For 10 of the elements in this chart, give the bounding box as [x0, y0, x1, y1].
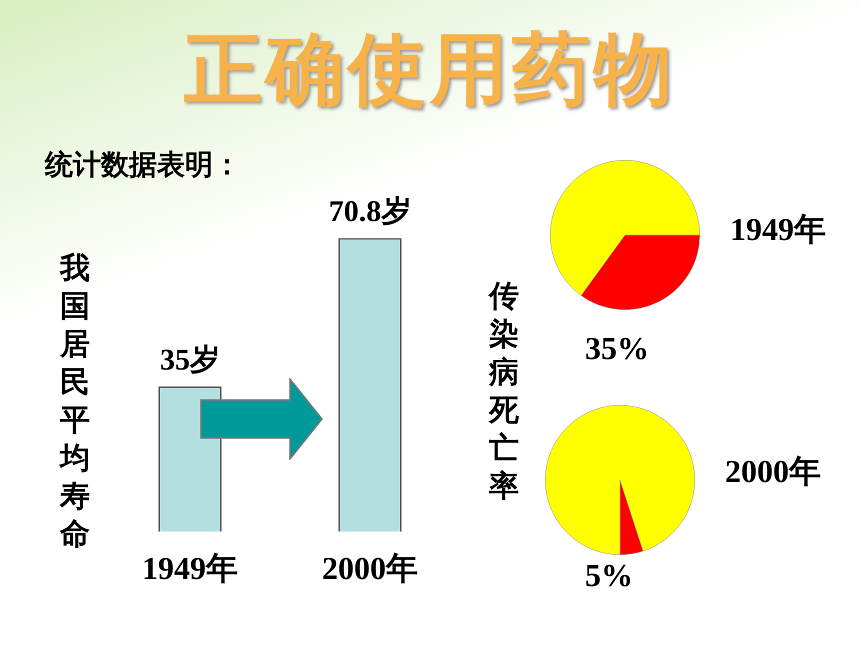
data-label: 35% [585, 330, 649, 367]
data-label: 35岁 [160, 343, 220, 376]
text: 传染病死亡率 [487, 278, 520, 506]
data-label: 5% [585, 557, 633, 594]
data-label: 70.8岁 [328, 194, 412, 228]
chart-title: 正确使用药物 [183, 24, 677, 117]
text: 1949年 [730, 210, 826, 249]
chart-subtitle: 统计数据表明： [45, 147, 241, 183]
y-axis-title: 我国居民平均寿命 [58, 250, 91, 554]
text: 2000年 [725, 452, 821, 491]
